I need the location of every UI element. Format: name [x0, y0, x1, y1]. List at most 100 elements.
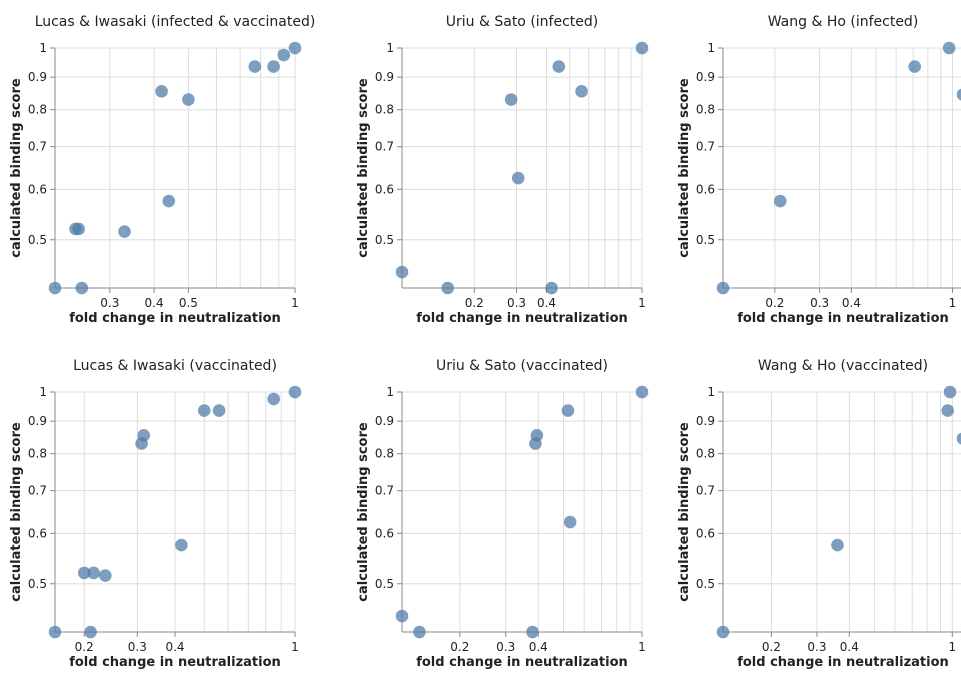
x-tick-label: 0.4 [529, 640, 548, 654]
y-axis-label: calculated binding score [677, 78, 692, 258]
x-tick-label: 1 [291, 640, 299, 654]
y-tick-label: 0.7 [28, 484, 47, 498]
data-point [197, 404, 211, 417]
chart-panel-2: 0.2 0.3 0.4 1 0.5 0.6 0.7 0.8 0.9 1 Uriu & Sato (i… [356, 14, 649, 326]
chart-title: Lucas & Iwasaki (infected & vaccinated) [35, 14, 316, 30]
data-point [956, 432, 961, 445]
y-tick-label: 0.9 [696, 414, 715, 428]
x-tick-label: 0.3 [810, 296, 829, 310]
data-point [72, 222, 86, 236]
y-tick-label: 0.8 [375, 447, 394, 461]
y-tick-label: 1 [39, 385, 47, 399]
data-point [943, 385, 957, 399]
x-axis-label: fold change in neutralization [69, 311, 281, 326]
x-tick-label: 0.3 [100, 296, 119, 310]
y-tick-label: 0.6 [375, 182, 394, 196]
y-tick-label: 0.5 [28, 577, 47, 591]
x-tick-label: 1 [949, 296, 957, 310]
data-point [908, 60, 921, 73]
y-tick-label: 0.5 [696, 577, 715, 591]
y-tick-label: 0.7 [696, 140, 715, 154]
y-tick-label: 0.9 [375, 414, 394, 428]
y-tick-label: 0.9 [28, 70, 47, 84]
data-point [530, 429, 544, 442]
data-point [84, 625, 97, 639]
y-tick-label: 1 [707, 385, 715, 399]
y-tick-label: 0.8 [696, 447, 715, 461]
y-tick-label: 0.6 [28, 182, 47, 196]
data-point [563, 515, 577, 529]
x-axis-label: fold change in neutralization [69, 655, 281, 670]
x-tick-label: 1 [291, 296, 299, 310]
data-point [75, 281, 89, 295]
data-point [956, 88, 961, 101]
data-point [77, 566, 91, 580]
x-tick-label: 0.4 [842, 296, 861, 310]
x-tick-label: 1 [638, 296, 646, 310]
y-tick-label: 0.9 [375, 70, 394, 84]
y-axis-label: calculated binding score [356, 422, 371, 602]
x-axis-label: fold change in neutralization [737, 311, 949, 326]
y-tick-label: 0.7 [375, 484, 394, 498]
y-tick-label: 0.9 [28, 414, 47, 428]
data-point [175, 538, 188, 552]
data-point [277, 48, 291, 62]
data-point [526, 625, 539, 639]
y-tick-label: 1 [386, 385, 394, 399]
y-tick-label: 0.6 [375, 526, 394, 540]
data-point [575, 85, 588, 98]
chart-title: Uriu & Sato (vaccinated) [436, 358, 608, 374]
data-point [99, 569, 112, 582]
data-point [773, 194, 787, 208]
data-point [831, 538, 844, 552]
data-point [561, 404, 575, 417]
x-tick-label: 1 [638, 640, 646, 654]
y-tick-label: 0.8 [28, 103, 47, 117]
x-tick-label: 0.4 [840, 640, 859, 654]
x-tick-label: 0.2 [75, 640, 94, 654]
data-point [162, 194, 176, 208]
data-point [511, 171, 525, 185]
x-tick-label: 0.4 [165, 640, 184, 654]
x-tick-label: 0.2 [450, 640, 469, 654]
x-tick-label: 0.2 [762, 640, 781, 654]
y-tick-label: 0.5 [375, 233, 394, 247]
y-tick-label: 0.8 [696, 103, 715, 117]
data-point [942, 41, 956, 55]
y-tick-label: 0.6 [28, 526, 47, 540]
y-tick-label: 0.7 [28, 140, 47, 154]
data-point [248, 60, 262, 73]
y-tick-label: 0.6 [696, 182, 715, 196]
x-tick-label: 0.3 [807, 640, 826, 654]
data-point [716, 625, 730, 639]
data-point [118, 225, 131, 238]
x-tick-label: 0.3 [128, 640, 147, 654]
x-tick-label: 1 [948, 640, 956, 654]
data-point [635, 385, 649, 399]
chart-panel-5: 0.2 0.3 0.4 1 0.5 0.6 0.7 0.8 0.9 1 Uriu & Sato (v… [356, 358, 649, 670]
y-tick-label: 0.8 [28, 447, 47, 461]
x-axis-label: fold change in neutralization [737, 655, 949, 670]
data-point [137, 429, 151, 442]
y-tick-label: 0.5 [375, 577, 394, 591]
chart-title: Wang & Ho (vaccinated) [758, 358, 928, 374]
data-point [941, 404, 955, 417]
data-point [395, 265, 409, 279]
y-tick-label: 0.7 [375, 140, 394, 154]
y-tick-label: 1 [707, 41, 715, 55]
y-axis-label: calculated binding score [9, 422, 24, 602]
data-point [716, 281, 730, 295]
chart-title: Lucas & Iwasaki (vaccinated) [73, 358, 277, 374]
x-tick-label: 0.3 [507, 296, 526, 310]
chart-panel-3: 0.2 0.3 0.4 1 0.5 0.6 0.7 0.8 0.9 1 Wang & Ho (inf… [677, 14, 961, 326]
data-point [545, 281, 558, 295]
chart-panel-1: 0.3 0.4 0.5 1 0.5 0.6 0.7 0.8 0.9 1 Lucas & Iwasak… [9, 14, 315, 326]
y-axis-label: calculated binding score [9, 78, 24, 258]
y-tick-label: 1 [39, 41, 47, 55]
data-point [413, 625, 426, 639]
data-point [635, 41, 649, 55]
y-tick-label: 0.7 [696, 484, 715, 498]
y-tick-label: 0.5 [28, 233, 47, 247]
data-point [182, 93, 195, 106]
